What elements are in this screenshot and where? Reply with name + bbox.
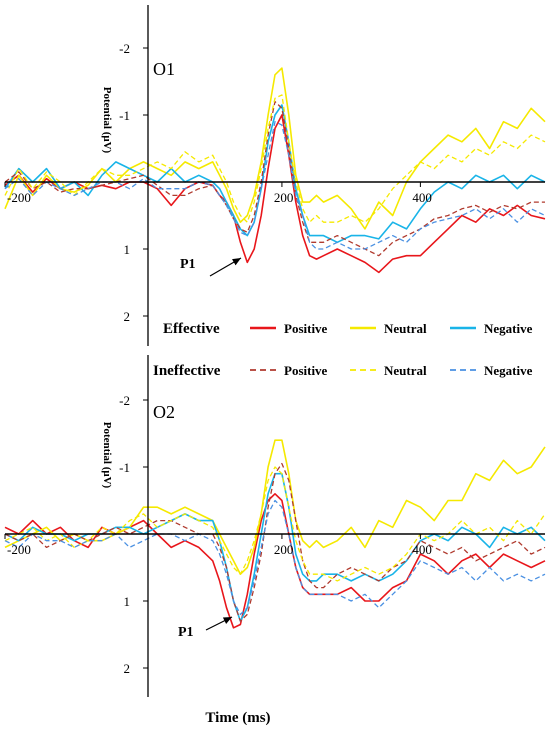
panel-o2-y-axis-title: Potential (μV) bbox=[101, 422, 113, 489]
x-tick-label: -200 bbox=[7, 190, 31, 205]
series-ineffective-positive bbox=[4, 462, 546, 622]
series-effective-negative bbox=[4, 104, 546, 244]
panel-o2: -2 -1 1 2 -200 200 400 O2 Potential (μV) P1 bbox=[4, 355, 546, 697]
x-tick-label: 400 bbox=[412, 190, 432, 205]
panel-o2-series bbox=[4, 439, 546, 629]
y-tick-label: -2 bbox=[119, 393, 130, 408]
panel-o2-p1-arrow bbox=[205, 616, 233, 631]
legend-effective-positive-label: Positive bbox=[284, 321, 328, 336]
panel-o1-p1-annotation: P1 bbox=[180, 257, 242, 277]
legend-ineffective-positive-label: Positive bbox=[284, 363, 328, 378]
y-tick-label: 1 bbox=[124, 242, 131, 257]
y-tick-label: -1 bbox=[119, 108, 130, 123]
x-axis-title: Time (ms) bbox=[205, 710, 270, 726]
series-effective-positive bbox=[4, 493, 546, 629]
series-ineffective-neutral bbox=[4, 466, 546, 582]
panel-o2-label: O2 bbox=[153, 402, 175, 422]
legend-effective-negative-label: Negative bbox=[484, 321, 533, 336]
x-tick-label: 200 bbox=[274, 542, 294, 557]
y-tick-label: 1 bbox=[124, 594, 131, 609]
panel-o1-ticks: -2 -1 1 2 -200 200 400 bbox=[4, 41, 432, 324]
legend: Effective Positive Neutral Negative Inef… bbox=[153, 321, 533, 379]
panel-o1-y-axis-title: Potential (μV) bbox=[101, 87, 113, 154]
legend-ineffective-neutral-label: Neutral bbox=[384, 363, 427, 378]
x-tick-label: -200 bbox=[7, 542, 31, 557]
series-ineffective-neutral bbox=[4, 94, 546, 223]
legend-ineffective-negative-label: Negative bbox=[484, 363, 533, 378]
legend-effective-neutral-label: Neutral bbox=[384, 321, 427, 336]
legend-ineffective-label: Ineffective bbox=[153, 363, 221, 379]
y-tick-label: -1 bbox=[119, 460, 130, 475]
panel-o1-p1-arrow bbox=[209, 257, 242, 277]
y-tick-label: 2 bbox=[124, 309, 131, 324]
x-tick-label: 400 bbox=[412, 542, 432, 557]
series-ineffective-negative bbox=[4, 499, 546, 616]
y-tick-label: 2 bbox=[124, 661, 131, 676]
x-tick-label: 200 bbox=[274, 190, 294, 205]
panel-o2-ticks: -2 -1 1 2 -200 200 400 bbox=[4, 393, 432, 676]
legend-effective-label: Effective bbox=[163, 321, 220, 337]
series-effective-neutral bbox=[4, 67, 546, 230]
panel-o1-p1-label: P1 bbox=[180, 257, 196, 272]
panel-o2-p1-label: P1 bbox=[178, 625, 194, 640]
series-ineffective-positive bbox=[4, 100, 545, 257]
panel-o1: -2 -1 1 2 -200 200 400 O1 Potential (μV) P1 bbox=[4, 5, 546, 346]
series-effective-positive bbox=[4, 114, 546, 274]
panel-o1-label: O1 bbox=[153, 59, 175, 79]
panel-o2-p1-annotation: P1 bbox=[178, 616, 233, 640]
panel-o1-series bbox=[4, 67, 546, 274]
y-tick-label: -2 bbox=[119, 41, 130, 56]
